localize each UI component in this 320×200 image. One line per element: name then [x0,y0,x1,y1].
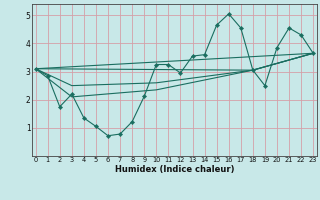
X-axis label: Humidex (Indice chaleur): Humidex (Indice chaleur) [115,165,234,174]
